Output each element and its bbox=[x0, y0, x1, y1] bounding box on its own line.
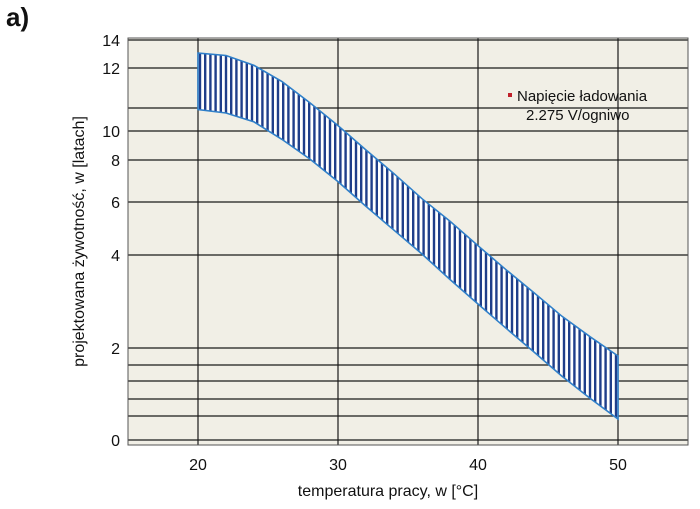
y-tick-label-2: 2 bbox=[111, 341, 120, 358]
plot-frame bbox=[127, 37, 689, 446]
x-tick-label-20: 20 bbox=[189, 457, 207, 474]
x-tick-label-40: 40 bbox=[469, 457, 487, 474]
y-tick-label-14: 14 bbox=[102, 33, 120, 50]
x-axis-title: temperatura pracy, w [°C] bbox=[298, 483, 478, 500]
y-axis-title: projektowana żywotność, w [latach] bbox=[71, 116, 88, 367]
legend-label-line-2: 2.275 V/ogniwo bbox=[526, 107, 629, 124]
y-tick-label-10: 10 bbox=[102, 124, 120, 141]
x-tick-label-50: 50 bbox=[609, 457, 627, 474]
y-tick-label-0: 0 bbox=[111, 433, 120, 450]
y-tick-label-8: 8 bbox=[111, 153, 120, 170]
legend-label-line-1: Napięcie ładowania bbox=[517, 88, 648, 105]
legend: Napięcie ładowania 2.275 V/ogniwo bbox=[508, 88, 648, 124]
y-tick-label-12: 12 bbox=[102, 61, 120, 78]
panel-label: a) bbox=[6, 2, 30, 32]
y-tick-label-6: 6 bbox=[111, 195, 120, 212]
x-tick-label-30: 30 bbox=[329, 457, 347, 474]
legend-marker bbox=[508, 93, 512, 97]
band-outline bbox=[197, 52, 619, 421]
y-tick-label-4: 4 bbox=[111, 248, 120, 265]
